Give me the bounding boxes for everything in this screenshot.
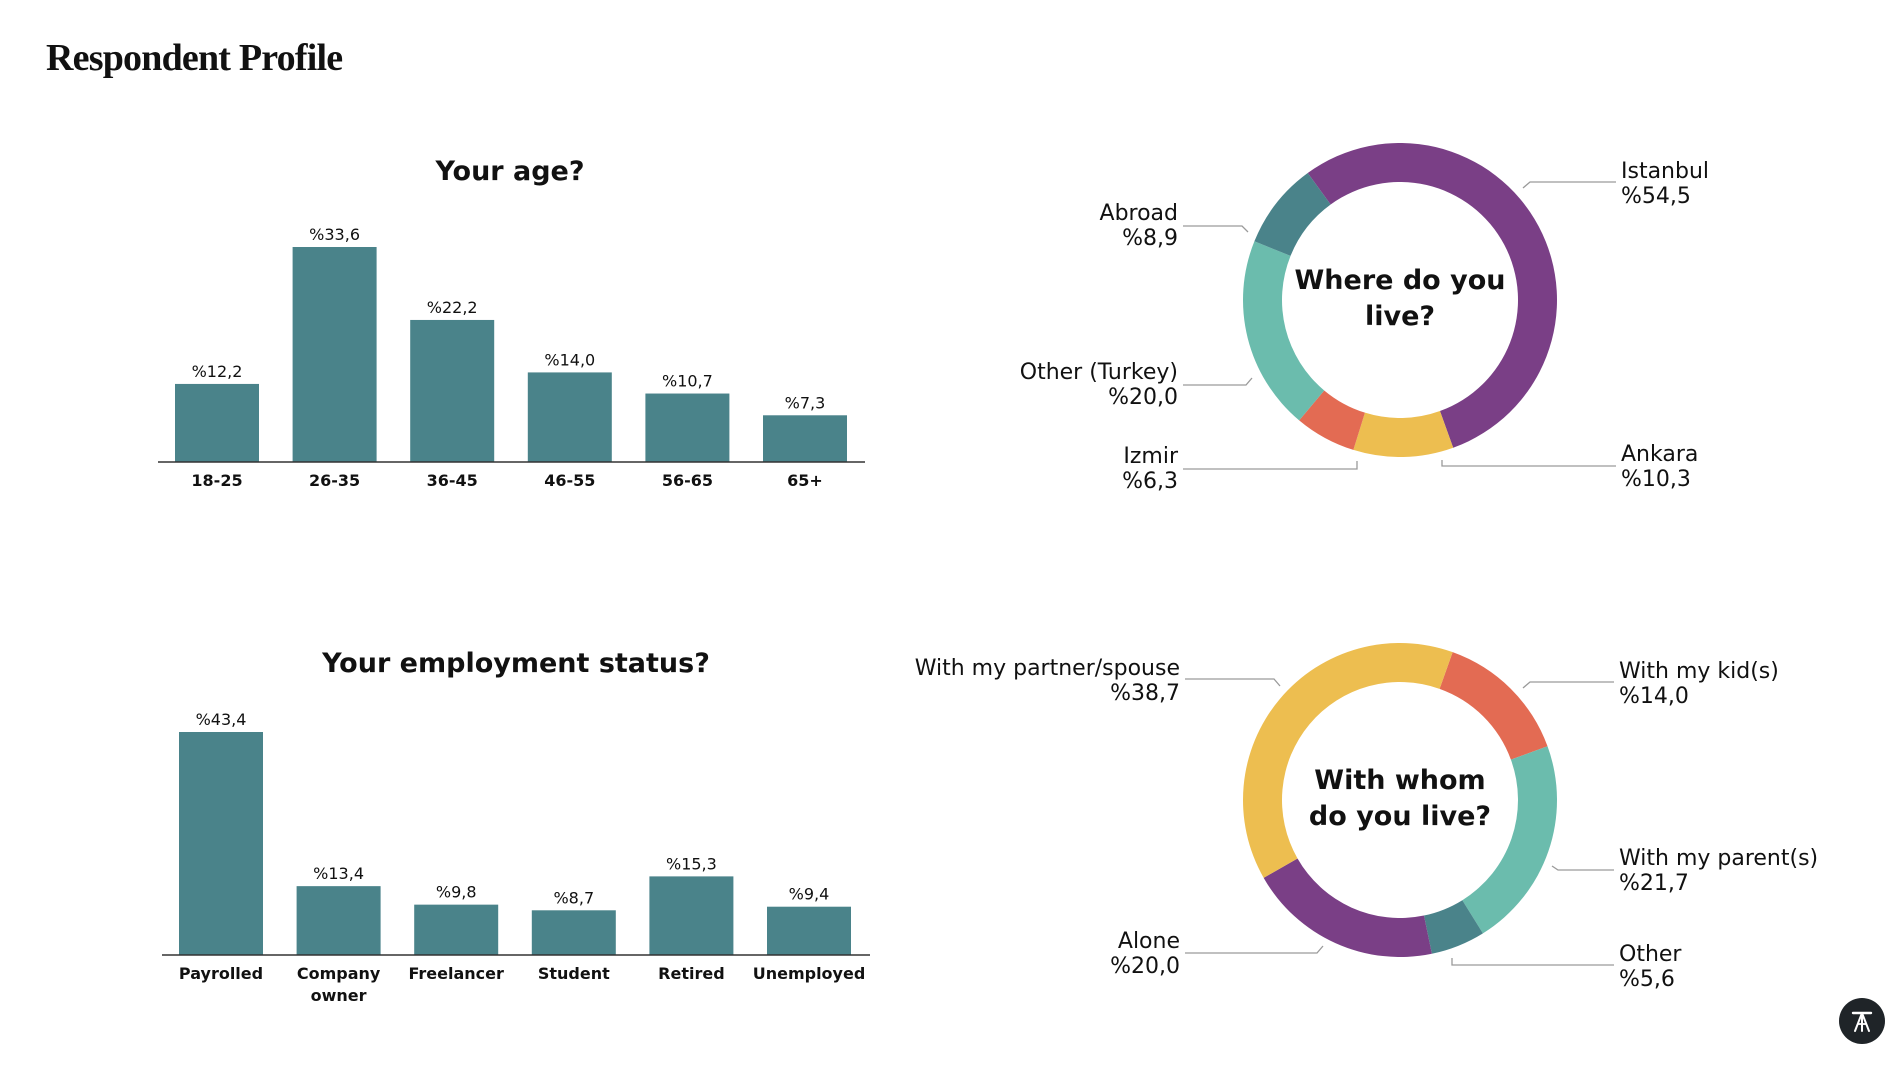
- donut-center-title: do you live?: [1309, 801, 1491, 832]
- slice-label: With my partner/spouse: [915, 656, 1180, 681]
- leader-line: [1183, 377, 1253, 386]
- bar: [179, 732, 263, 955]
- x-tick-label: 56-65: [662, 471, 713, 490]
- employment-bar-chart: Your employment status? %43,4 Payrolled %13…: [162, 648, 870, 1005]
- bar-value-label: %22,2: [427, 298, 478, 317]
- slice-value-label: %14,0: [1619, 684, 1689, 709]
- donut-slice: [1243, 241, 1325, 421]
- slice-label: With my parent(s): [1619, 846, 1818, 871]
- slice-label: Other: [1619, 942, 1682, 967]
- slice-label: Istanbul: [1621, 159, 1709, 184]
- x-tick-label: 36-45: [427, 471, 478, 490]
- slice-value-label: %38,7: [1110, 681, 1180, 706]
- bar-value-label: %15,3: [666, 854, 717, 873]
- slice-value-label: %20,0: [1108, 385, 1178, 410]
- leader-line: [1441, 460, 1616, 467]
- leader-line: [1185, 945, 1324, 954]
- bar: [410, 319, 495, 462]
- leader-line: [1185, 678, 1281, 687]
- donut-slice: [1462, 746, 1557, 934]
- leader-line: [1522, 181, 1616, 189]
- bar-value-label: %14,0: [544, 350, 595, 369]
- bar-value-label: %9,4: [789, 885, 830, 904]
- bar-value-label: %43,4: [196, 710, 247, 729]
- bar-value-label: %10,7: [662, 372, 713, 391]
- household-donut-chart: With whom do you live? With my kid(s)%14,0…: [915, 642, 1818, 992]
- leader-line: [1451, 958, 1614, 966]
- x-tick-label: Unemployed: [753, 964, 866, 983]
- slice-value-label: %5,6: [1619, 967, 1675, 992]
- donut-slice: [1254, 172, 1331, 256]
- bar-value-label: %8,7: [553, 888, 594, 907]
- bar: [292, 247, 377, 462]
- donut-slice: [1263, 858, 1432, 958]
- x-tick-label: owner: [311, 986, 367, 1005]
- slice-value-label: %8,9: [1122, 226, 1178, 251]
- bar: [296, 886, 381, 955]
- slice-label: Abroad: [1100, 201, 1178, 226]
- bar-value-label: %13,4: [313, 864, 364, 883]
- slice-label: Izmir: [1123, 444, 1179, 469]
- slice-value-label: %21,7: [1619, 871, 1689, 896]
- x-tick-label: 46-55: [544, 471, 595, 490]
- bar: [527, 372, 612, 462]
- app-logo-button[interactable]: [1839, 998, 1885, 1044]
- bar: [414, 904, 499, 955]
- bar: [645, 393, 730, 462]
- chart-title: Your employment status?: [321, 648, 710, 679]
- leader-line: [1183, 225, 1249, 233]
- bar-value-label: %33,6: [309, 225, 360, 244]
- page-title: Respondent Profile: [46, 37, 343, 79]
- x-tick-label: Freelancer: [408, 964, 504, 983]
- donut-slice: [1242, 642, 1453, 878]
- slice-value-label: %20,0: [1110, 954, 1180, 979]
- bar: [531, 910, 616, 955]
- slice-value-label: %54,5: [1621, 184, 1691, 209]
- donut-slice: [1307, 143, 1557, 448]
- bar: [175, 383, 259, 462]
- x-tick-label: Payrolled: [179, 964, 263, 983]
- donut-slice: [1299, 390, 1365, 450]
- bar: [763, 415, 847, 462]
- stool-logo-icon: [1851, 1011, 1873, 1032]
- slice-label: Alone: [1118, 929, 1180, 954]
- slice-label: Ankara: [1621, 442, 1698, 467]
- x-tick-label: Student: [538, 964, 610, 983]
- x-tick-label: 18-25: [191, 471, 242, 490]
- chart-title: Your age?: [434, 156, 584, 187]
- bar-value-label: %12,2: [192, 362, 243, 381]
- slice-label: Other (Turkey): [1020, 360, 1178, 385]
- x-tick-label: Retired: [658, 964, 725, 983]
- leader-line: [1522, 681, 1614, 689]
- bar-value-label: %7,3: [785, 393, 826, 412]
- age-bar-chart: Your age? %12,2 18-25 %33,6 26-35 %22,2 36-45%…: [158, 156, 865, 490]
- bar-value-label: %9,8: [436, 883, 477, 902]
- x-tick-label: 26-35: [309, 471, 360, 490]
- donut-slice: [1439, 652, 1548, 760]
- donut-center-title: live?: [1365, 301, 1435, 332]
- x-tick-label: 65+: [787, 471, 823, 490]
- bar: [649, 876, 734, 955]
- leader-line: [1551, 865, 1614, 871]
- slice-value-label: %10,3: [1621, 467, 1691, 492]
- slice-label: With my kid(s): [1619, 659, 1779, 684]
- residence-donut-chart: Where do you live? Istanbul%54,5 Ankara%10,…: [1020, 143, 1709, 494]
- donut-center-title: With whom: [1314, 765, 1485, 796]
- leader-line: [1183, 461, 1358, 470]
- slice-value-label: %6,3: [1122, 469, 1178, 494]
- donut-slice: [1423, 900, 1483, 954]
- bar: [767, 906, 851, 955]
- donut-center-title: Where do you: [1295, 265, 1506, 296]
- x-tick-label: Company: [297, 964, 381, 983]
- donut-slice: [1353, 411, 1454, 457]
